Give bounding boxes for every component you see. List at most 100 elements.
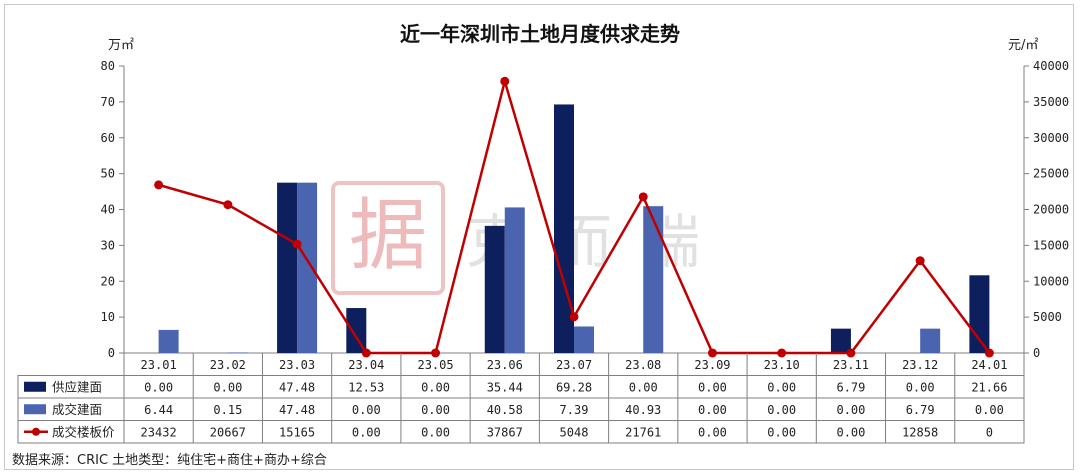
price-line bbox=[154, 76, 994, 358]
table-cell: 6.79 bbox=[836, 380, 865, 394]
price-point bbox=[500, 76, 510, 86]
legend-label: 供应建面 bbox=[52, 379, 102, 394]
price-point bbox=[292, 239, 302, 249]
table-cell: 0.00 bbox=[906, 380, 935, 394]
x-tick-label: 23.06 bbox=[487, 358, 523, 372]
x-tick-label: 23.12 bbox=[902, 358, 938, 372]
right-tick-label: 0 bbox=[1033, 346, 1040, 360]
left-tick-label: 0 bbox=[108, 346, 115, 360]
table-cell: 7.39 bbox=[560, 403, 589, 417]
watermark-seal-char: 据 bbox=[349, 191, 427, 281]
deal-bar bbox=[227, 352, 248, 353]
table-cell: 0.00 bbox=[144, 380, 173, 394]
x-tick-label: 23.01 bbox=[141, 358, 177, 372]
table-cell: 5048 bbox=[560, 425, 589, 439]
table-cell: 0.00 bbox=[836, 403, 865, 417]
table-cell: 0.00 bbox=[767, 380, 796, 394]
table-cell: 0 bbox=[986, 425, 993, 439]
table-cell: 47.48 bbox=[279, 380, 315, 394]
legend-label: 成交建面 bbox=[52, 402, 102, 417]
table-cell: 0.00 bbox=[421, 380, 450, 394]
source-note: 数据来源：CRIC 土地类型：纯住宅+商住+商办+综合 bbox=[12, 453, 327, 468]
left-axis-unit: 万㎡ bbox=[108, 38, 135, 53]
axes: 0 10 20 30 40 50 60 70 80 0 5000 10000 15000 20000 250… bbox=[101, 59, 1070, 360]
right-axis-unit: 元/㎡ bbox=[1008, 38, 1039, 53]
table-cell: 40.58 bbox=[487, 403, 523, 417]
x-tick-label: 23.09 bbox=[694, 358, 730, 372]
table-cell: 0.00 bbox=[698, 425, 727, 439]
right-tick-label: 5000 bbox=[1033, 310, 1062, 324]
left-tick-label: 70 bbox=[101, 95, 115, 109]
left-tick-label: 30 bbox=[101, 238, 115, 252]
left-tick-label: 80 bbox=[101, 59, 115, 73]
table-cell: 21.66 bbox=[971, 380, 1007, 394]
price-point bbox=[223, 200, 233, 210]
supply-bar bbox=[277, 182, 298, 353]
deal-bar bbox=[920, 328, 941, 353]
table-cell: 0.00 bbox=[698, 403, 727, 417]
table-cell: 0.00 bbox=[352, 425, 381, 439]
price-point bbox=[984, 348, 994, 358]
table-cell: 0.00 bbox=[629, 380, 658, 394]
left-tick-label: 60 bbox=[101, 131, 115, 145]
table-cell: 0.15 bbox=[213, 403, 242, 417]
price-point bbox=[846, 348, 856, 358]
right-tick-label: 20000 bbox=[1033, 203, 1069, 217]
chart-frame bbox=[4, 4, 1074, 470]
right-tick-label: 10000 bbox=[1033, 274, 1069, 288]
deal-bar bbox=[297, 182, 318, 353]
x-tick-label: 23.03 bbox=[279, 358, 315, 372]
left-tick-label: 40 bbox=[101, 203, 115, 217]
table-cell: 37867 bbox=[487, 425, 523, 439]
x-tick-label: 23.02 bbox=[210, 358, 246, 372]
left-tick-label: 20 bbox=[101, 274, 115, 288]
deal-bar bbox=[504, 207, 525, 353]
right-tick-label: 30000 bbox=[1033, 131, 1069, 145]
legend-swatch bbox=[24, 381, 46, 392]
table-cell: 0.00 bbox=[213, 380, 242, 394]
table-cell: 15165 bbox=[279, 425, 315, 439]
price-point bbox=[777, 348, 787, 358]
table-cell: 35.44 bbox=[487, 380, 523, 394]
table-cell: 0.00 bbox=[421, 403, 450, 417]
right-tick-label: 40000 bbox=[1033, 59, 1069, 73]
deal-bar bbox=[643, 206, 664, 353]
table-cell: 0.00 bbox=[352, 403, 381, 417]
deal-bar bbox=[158, 329, 179, 353]
chart-title: 近一年深圳市土地月度供求走势 bbox=[400, 22, 680, 46]
table-cell: 20667 bbox=[210, 425, 246, 439]
price-point bbox=[569, 312, 579, 322]
x-tick-label: 23.10 bbox=[764, 358, 800, 372]
table-cell: 40.93 bbox=[625, 403, 661, 417]
right-tick-label: 25000 bbox=[1033, 167, 1069, 181]
legend-swatch bbox=[24, 404, 46, 415]
table-cell: 12858 bbox=[902, 425, 938, 439]
data-table: 23.01 23.02 23.03 23.04 23.05 23.06 23.07 23.08… bbox=[17, 353, 1025, 444]
supply-bar bbox=[346, 308, 367, 353]
price-point bbox=[154, 180, 164, 190]
price-point bbox=[638, 192, 648, 202]
legend-line-key bbox=[32, 427, 40, 436]
table-cell: 6.79 bbox=[906, 403, 935, 417]
table-cell: 12.53 bbox=[348, 380, 384, 394]
legend-label: 成交楼板价 bbox=[52, 424, 115, 439]
right-tick-label: 35000 bbox=[1033, 95, 1069, 109]
table-cell: 23432 bbox=[141, 425, 177, 439]
deal-bar bbox=[574, 326, 594, 353]
table-cell: 0.00 bbox=[698, 380, 727, 394]
table-cell: 47.48 bbox=[279, 403, 315, 417]
bars bbox=[158, 104, 990, 353]
supply-bar bbox=[484, 225, 505, 353]
table-cell: 0.00 bbox=[975, 403, 1004, 417]
watermark-seal bbox=[331, 181, 445, 295]
supply-bar bbox=[554, 104, 574, 353]
right-tick-label: 15000 bbox=[1033, 238, 1069, 252]
watermark: 据 克而瑞 bbox=[331, 181, 700, 295]
table-cell: 6.44 bbox=[144, 403, 173, 417]
table-cell: 0.00 bbox=[421, 425, 450, 439]
price-point bbox=[915, 256, 925, 266]
table-cell: 0.00 bbox=[767, 403, 796, 417]
x-tick-label: 23.08 bbox=[625, 358, 661, 372]
price-point bbox=[707, 348, 717, 358]
table-cell: 21761 bbox=[625, 425, 661, 439]
